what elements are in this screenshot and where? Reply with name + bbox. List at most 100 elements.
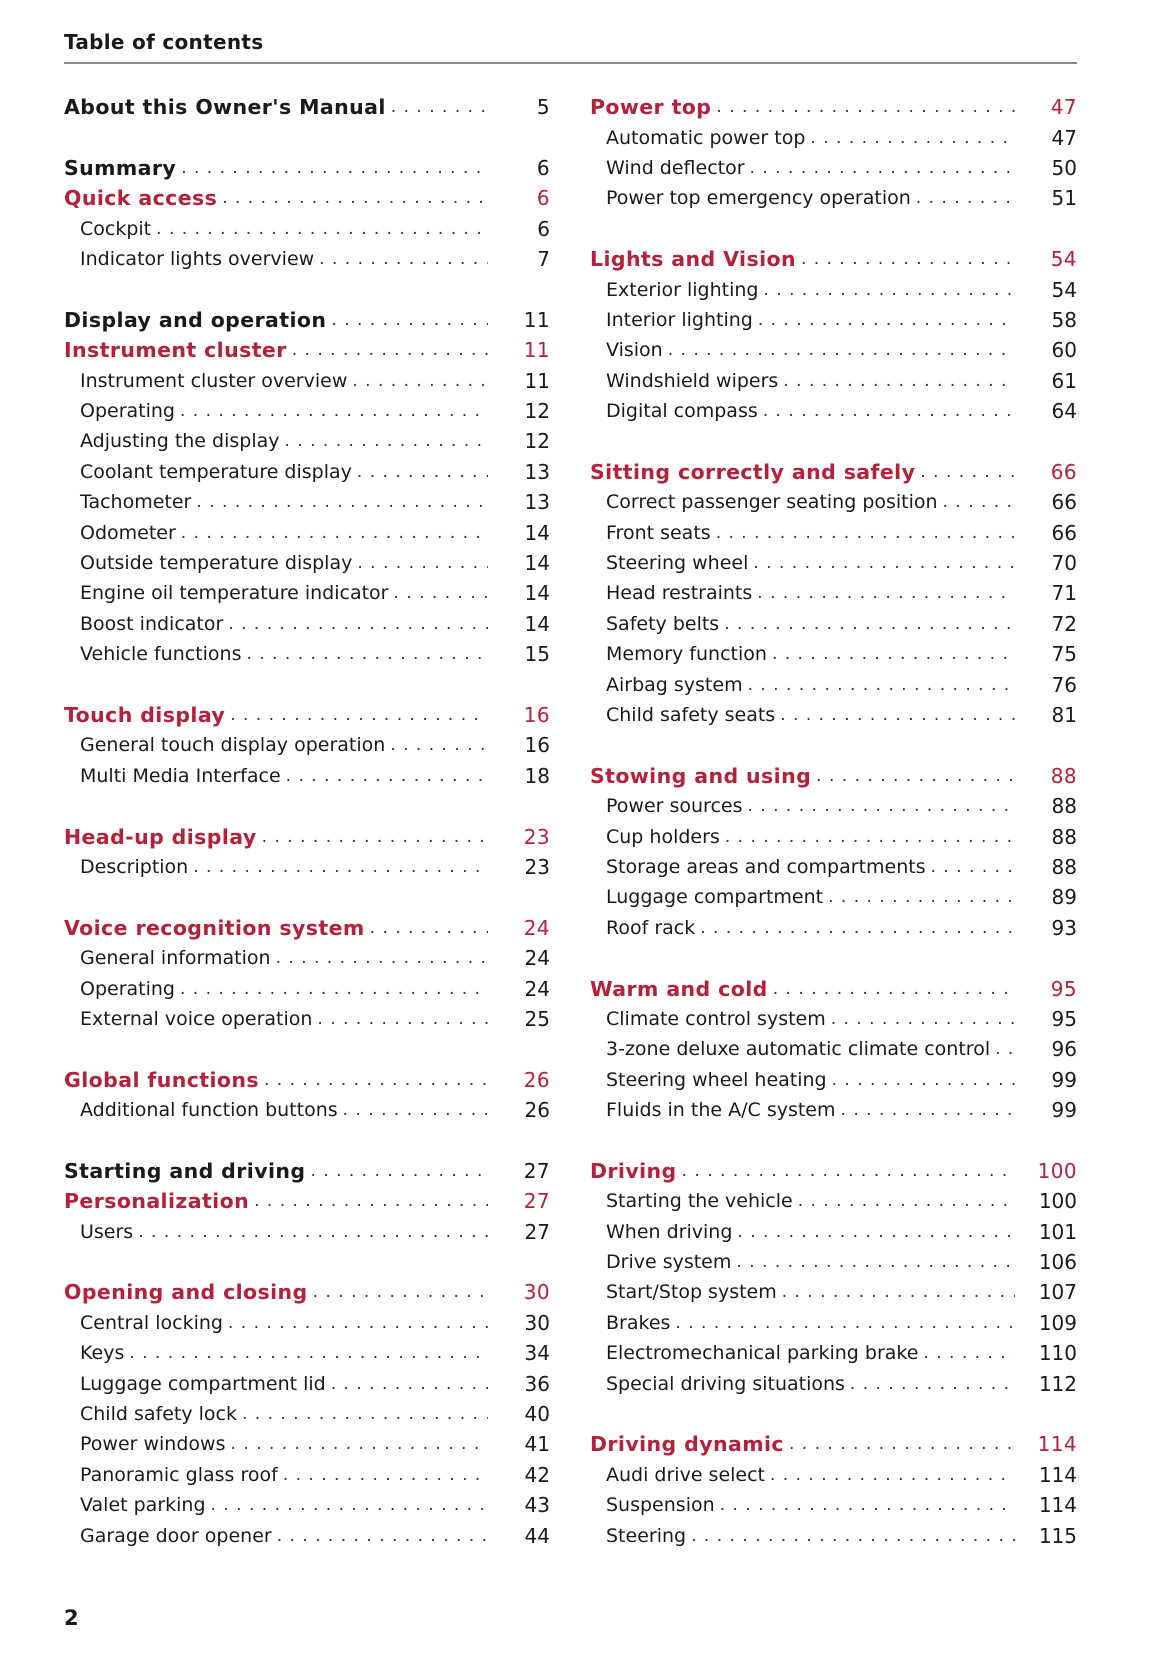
toc-entry-sub[interactable]: Automatic power top 47	[590, 122, 1077, 152]
toc-entry-sub[interactable]: Brakes 109	[590, 1308, 1077, 1338]
toc-entry-sub[interactable]: Memory function 75	[590, 639, 1077, 669]
toc-entry-sub[interactable]: Garage door opener 44	[64, 1520, 550, 1550]
toc-entry-sub[interactable]: General touch display operation 16	[64, 730, 550, 760]
toc-entry-title: Fluids in the A/C system	[606, 1099, 836, 1122]
toc-entry-sub[interactable]: Windshield wipers 61	[590, 366, 1077, 396]
toc-entry-sub[interactable]: Steering wheel heating 99	[590, 1065, 1077, 1095]
toc-entry-sub[interactable]: Valet parking 43	[64, 1490, 550, 1520]
toc-entry-page: 27	[523, 1189, 550, 1214]
toc-entry-sub[interactable]: Additional function buttons 26	[64, 1095, 550, 1125]
toc-spacer	[64, 1125, 550, 1155]
toc-entry-sub[interactable]: Operating 12	[64, 396, 550, 426]
toc-entry-chapter[interactable]: Quick access 6	[64, 183, 550, 213]
toc-entry-title: Stowing and using	[590, 763, 812, 788]
toc-entry-page: 36	[524, 1371, 550, 1396]
toc-entry-sub[interactable]: Outside temperature display 14	[64, 548, 550, 578]
toc-entry-sub[interactable]: Starting the vehicle 100	[590, 1186, 1077, 1216]
toc-entry-sub[interactable]: Power top emergency operation 51	[590, 183, 1077, 213]
toc-entry-sub[interactable]: Cup holders 88	[590, 821, 1077, 851]
toc-entry-sub[interactable]: 3-zone deluxe automatic climate control 9…	[590, 1034, 1077, 1064]
toc-entry-chapter[interactable]: Global functions 26	[64, 1065, 550, 1095]
toc-entry-sub[interactable]: Steering wheel 70	[590, 548, 1077, 578]
toc-entry-sub[interactable]: Panoramic glass roof 42	[64, 1460, 550, 1490]
toc-entry-sub[interactable]: Vision 60	[590, 335, 1077, 365]
toc-entry-sub[interactable]: Audi drive select 114	[590, 1460, 1077, 1490]
toc-entry-sub[interactable]: Users 27	[64, 1216, 550, 1246]
toc-entry-chapter[interactable]: Touch display 16	[64, 700, 550, 730]
toc-entry-sub[interactable]: Child safety lock 40	[64, 1399, 550, 1429]
toc-entry-sub[interactable]: Airbag system 76	[590, 669, 1077, 699]
toc-entry-sub[interactable]: Exterior lighting 54	[590, 274, 1077, 304]
toc-entry-sub[interactable]: Front seats 66	[590, 517, 1077, 547]
toc-entry-sub[interactable]: Instrument cluster overview 11	[64, 366, 550, 396]
toc-entry-sub[interactable]: Electromechanical parking brake 110	[590, 1338, 1077, 1368]
toc-entry-sub[interactable]: Power sources 88	[590, 791, 1077, 821]
toc-entry-sub[interactable]: Central locking 30	[64, 1308, 550, 1338]
toc-entry-chapter[interactable]: Power top 47	[590, 92, 1077, 122]
toc-entry-sub[interactable]: Description 23	[64, 852, 550, 882]
toc-entry-page: 11	[523, 307, 550, 332]
toc-entry-main[interactable]: About this Owner's Manual 5	[64, 92, 550, 122]
toc-entry-title: Child safety seats	[606, 704, 776, 726]
toc-entry-sub[interactable]: External voice operation 25	[64, 1004, 550, 1034]
toc-entry-title: Airbag system	[606, 673, 743, 696]
toc-entry-sub[interactable]: Boost indicator 14	[64, 609, 550, 639]
toc-entry-sub[interactable]: Digital compass 64	[590, 396, 1077, 426]
toc-entry-sub[interactable]: Vehicle functions 15	[64, 639, 550, 669]
toc-entry-sub[interactable]: Storage areas and compartments 88	[590, 852, 1077, 882]
toc-entry-sub[interactable]: Odometer 14	[64, 517, 550, 547]
toc-entry-sub[interactable]: Keys 34	[64, 1338, 550, 1368]
toc-entry-sub[interactable]: Tachometer 13	[64, 487, 550, 517]
toc-entry-sub[interactable]: Power windows 41	[64, 1429, 550, 1459]
toc-entry-sub[interactable]: Child safety seats 81	[590, 700, 1077, 730]
toc-entry-sub[interactable]: Multi Media Interface 18	[64, 761, 550, 791]
toc-entry-chapter[interactable]: Warm and cold 95	[590, 973, 1077, 1003]
toc-entry-sub[interactable]: Luggage compartment lid 36	[64, 1368, 550, 1398]
toc-entry-page: 13	[524, 490, 550, 515]
toc-entry-sub[interactable]: When driving 101	[590, 1216, 1077, 1246]
toc-entry-sub[interactable]: Fluids in the A/C system 99	[590, 1095, 1077, 1125]
toc-entry-chapter[interactable]: Voice recognition system 24	[64, 913, 550, 943]
toc-entry-page: 58	[1051, 307, 1077, 332]
toc-entry-chapter[interactable]: Head-up display 23	[64, 821, 550, 851]
toc-entry-title: Memory function	[606, 643, 767, 666]
toc-entry-page: 6	[536, 186, 550, 211]
toc-entry-chapter[interactable]: Sitting correctly and safely 66	[590, 457, 1077, 487]
toc-entry-chapter[interactable]: Instrument cluster 11	[64, 335, 550, 365]
toc-entry-sub[interactable]: Operating 24	[64, 973, 550, 1003]
toc-entry-main[interactable]: Display and operation 11	[64, 305, 550, 335]
toc-entry-chapter[interactable]: Driving dynamic 114	[590, 1429, 1077, 1459]
toc-entry-sub[interactable]: Interior lighting 58	[590, 305, 1077, 335]
toc-entry-chapter[interactable]: Stowing and using 88	[590, 761, 1077, 791]
toc-entry-sub[interactable]: Correct passenger seating position 66	[590, 487, 1077, 517]
toc-entry-sub[interactable]: Adjusting the display 12	[64, 426, 550, 456]
dot-leader	[747, 796, 1015, 816]
toc-entry-sub[interactable]: Indicator lights overview 7	[64, 244, 550, 274]
toc-entry-sub[interactable]: Wind deflector 50	[590, 153, 1077, 183]
dot-leader	[180, 401, 488, 421]
toc-entry-chapter[interactable]: Lights and Vision 54	[590, 244, 1077, 274]
toc-entry-sub[interactable]: Engine oil temperature indicator 14	[64, 578, 550, 608]
toc-entry-main[interactable]: Summary 6	[64, 153, 550, 183]
toc-entry-page: 27	[524, 1219, 550, 1244]
toc-entry-sub[interactable]: Roof rack 93	[590, 913, 1077, 943]
toc-entry-sub[interactable]: Cockpit 6	[64, 214, 550, 244]
toc-entry-sub[interactable]: Special driving situations 112	[590, 1368, 1077, 1398]
toc-entry-sub[interactable]: Safety belts 72	[590, 609, 1077, 639]
toc-entry-sub[interactable]: Drive system 106	[590, 1247, 1077, 1277]
toc-entry-sub[interactable]: Luggage compartment 89	[590, 882, 1077, 912]
toc-entry-main[interactable]: Starting and driving 27	[64, 1156, 550, 1186]
toc-entry-chapter[interactable]: Opening and closing 30	[64, 1277, 550, 1307]
toc-entry-sub[interactable]: Climate control system 95	[590, 1004, 1077, 1034]
toc-entry-title: Safety belts	[606, 612, 720, 635]
toc-entry-sub[interactable]: Steering 115	[590, 1520, 1077, 1550]
toc-entry-sub[interactable]: Head restraints 71	[590, 578, 1077, 608]
toc-entry-sub[interactable]: General information 24	[64, 943, 550, 973]
toc-entry-chapter[interactable]: Personalization 27	[64, 1186, 550, 1216]
dot-leader	[181, 158, 488, 178]
toc-entry-chapter[interactable]: Driving 100	[590, 1156, 1077, 1186]
toc-entry-sub[interactable]: Coolant temperature display 13	[64, 457, 550, 487]
toc-entry-sub[interactable]: Start/Stop system 107	[590, 1277, 1077, 1307]
toc-entry-sub[interactable]: Suspension 114	[590, 1490, 1077, 1520]
toc-entry-page: 93	[1051, 915, 1077, 940]
